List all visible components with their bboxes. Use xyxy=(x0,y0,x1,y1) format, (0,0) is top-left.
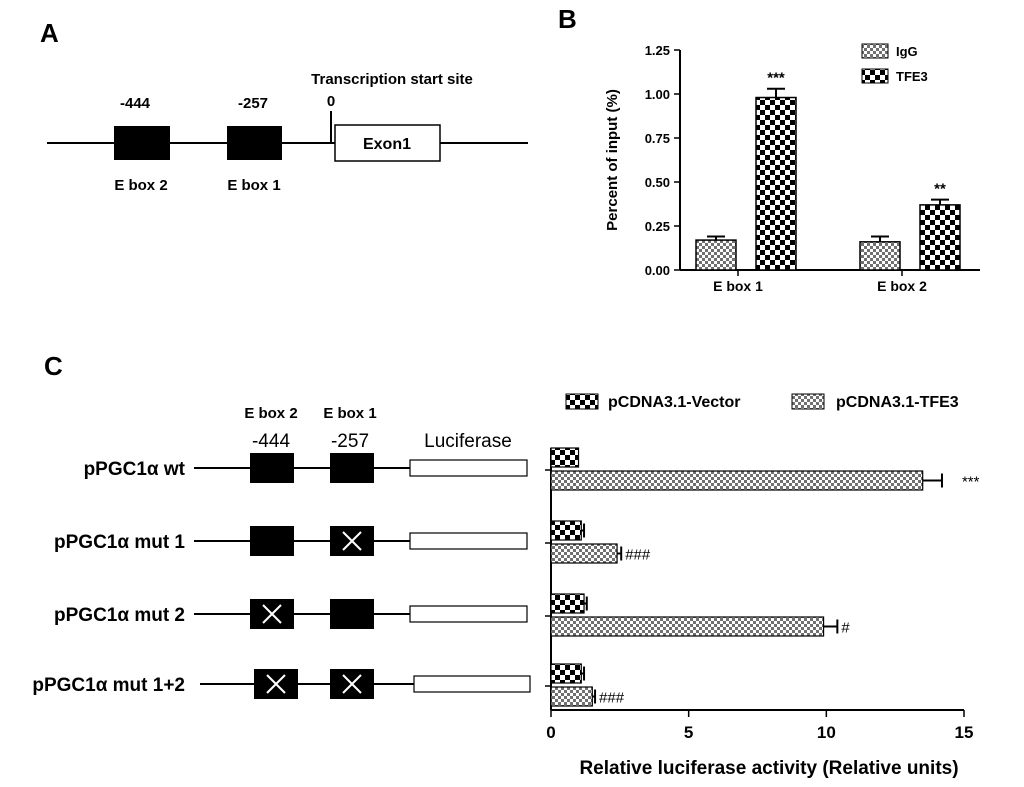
tss-label: Transcription start site xyxy=(311,71,473,88)
legend-label-vector: pCDNA3.1-Vector xyxy=(608,394,740,411)
chart-b-significance: *** xyxy=(767,70,785,87)
construct-luciferase xyxy=(409,459,528,477)
legend-swatch-tfe3 xyxy=(861,68,889,84)
chart-c-bar xyxy=(550,543,618,564)
legend-swatch-tfe3-c xyxy=(791,393,825,410)
chart-b-bar xyxy=(755,96,797,271)
chart-c-bar xyxy=(550,593,585,614)
chart-b-bar xyxy=(919,204,961,271)
chart-b-ytick-label: 1.00 xyxy=(645,87,670,102)
chart-b-bar xyxy=(859,241,901,271)
construct-ebox1-x-mark xyxy=(342,674,362,694)
construct-luciferase xyxy=(409,605,528,623)
map-ebox1-position: -257 xyxy=(331,431,369,452)
chart-c-bar xyxy=(550,686,593,707)
panel-c-construct-map: C E box 2 E box 1 -444 -257 Luciferase p… xyxy=(32,351,531,699)
chart-c-xlabel: Relative luciferase activity (Relative u… xyxy=(579,758,958,779)
construct-name: pPGC1α mut 1+2 xyxy=(32,675,185,696)
ebox2-position-label: -444 xyxy=(120,95,151,112)
panel-a-label: A xyxy=(40,18,59,48)
legend-swatch-vector xyxy=(565,393,599,410)
construct-ebox1-x-mark xyxy=(342,531,362,551)
ebox1-block xyxy=(227,126,282,160)
construct-luciferase xyxy=(413,675,531,693)
chart-b-bar xyxy=(695,239,737,271)
chart-c-significance: ### xyxy=(599,690,625,707)
construct-ebox2-x-mark xyxy=(262,604,282,624)
map-ebox2-position: -444 xyxy=(252,431,290,452)
chart-c-significance: *** xyxy=(962,474,980,491)
construct-luciferase xyxy=(409,532,528,550)
chart-c-significance: # xyxy=(841,620,850,637)
panel-b-chip-chart: B Percent of input (%) 0.00 0.25 0.50 0.75 1… xyxy=(558,4,980,294)
construct-ebox1 xyxy=(330,453,374,483)
construct-ebox2-x-mark xyxy=(266,674,286,694)
chart-c-xtick-label: 0 xyxy=(546,723,555,742)
chart-c-bar xyxy=(550,616,825,637)
ebox2-block xyxy=(114,126,170,160)
chart-b-plot: 0.00 0.25 0.50 0.75 1.00 1.25 E box 1 E box 2 **… xyxy=(645,43,980,294)
legend-label-tfe3: TFE3 xyxy=(896,69,928,84)
construct-ebox2 xyxy=(250,526,294,556)
map-luciferase-label: Luciferase xyxy=(424,431,512,452)
map-ebox1-label: E box 1 xyxy=(323,405,376,422)
chart-b-ytick-label: 0.25 xyxy=(645,219,670,234)
exon1-label: Exon1 xyxy=(363,136,411,153)
chart-b-ytick-label: 0.75 xyxy=(645,131,670,146)
chart-c-significance: ### xyxy=(625,547,651,564)
panel-c-luciferase-chart: pCDNA3.1-Vector pCDNA3.1-TFE3 0 5 10 15 *** #… xyxy=(545,393,980,779)
construct-name: pPGC1α wt xyxy=(84,459,186,480)
construct-name: pPGC1α mut 1 xyxy=(54,532,185,553)
chart-b-category-label: E box 2 xyxy=(877,278,927,294)
chart-b-ytick-label: 0.50 xyxy=(645,175,670,190)
chart-c-bar xyxy=(550,520,582,541)
chart-c-xtick-label: 10 xyxy=(817,723,836,742)
tss-position-label: 0 xyxy=(327,93,335,110)
panel-c-label: C xyxy=(44,351,63,381)
legend-label-igg: IgG xyxy=(896,44,918,59)
construct-rows: pPGC1α wt pPGC1α mut 1 pPGC1α mut 2 pPGC1α … xyxy=(32,453,531,699)
chart-c-bar xyxy=(550,470,924,491)
legend-swatch-igg xyxy=(861,43,889,59)
chart-c-legend: pCDNA3.1-Vector pCDNA3.1-TFE3 xyxy=(565,393,959,411)
legend-label-tfe3-c: pCDNA3.1-TFE3 xyxy=(836,394,959,411)
chart-b-significance: ** xyxy=(934,181,946,198)
chart-c-plot: 0 5 10 15***####### xyxy=(545,447,980,742)
panel-b-label: B xyxy=(558,4,577,34)
chart-c-bar xyxy=(550,663,582,684)
ebox1-name-label: E box 1 xyxy=(227,177,280,194)
construct-name: pPGC1α mut 2 xyxy=(54,605,185,626)
chart-b-category-label: E box 1 xyxy=(713,278,763,294)
chart-b-ytick-label: 1.25 xyxy=(645,43,670,58)
chart-b-ytick-label: 0.00 xyxy=(645,263,670,278)
map-ebox2-label: E box 2 xyxy=(244,405,297,422)
ebox2-name-label: E box 2 xyxy=(114,177,167,194)
construct-ebox2 xyxy=(250,453,294,483)
panel-a-gene-map: A -444 -257 E box 2 E box 1 0 Transcript… xyxy=(40,18,528,194)
exon1-block xyxy=(334,124,441,162)
chart-c-xtick-label: 15 xyxy=(955,723,974,742)
construct-ebox1 xyxy=(330,599,374,629)
chart-c-bar xyxy=(550,447,580,468)
chart-b-legend: IgG TFE3 xyxy=(861,43,928,84)
chart-b-ylabel: Percent of input (%) xyxy=(604,89,621,231)
ebox1-position-label: -257 xyxy=(238,95,268,112)
chart-c-xtick-label: 5 xyxy=(684,723,693,742)
